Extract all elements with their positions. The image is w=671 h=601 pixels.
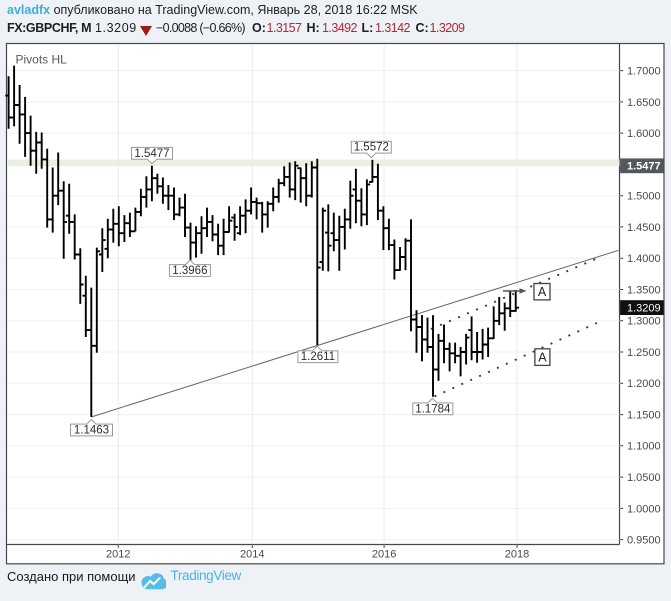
svg-text:1.1500: 1.1500 [627, 410, 661, 422]
svg-text:2016: 2016 [372, 549, 396, 561]
svg-text:1.1463: 1.1463 [74, 425, 109, 437]
svg-text:1.0500: 1.0500 [627, 472, 661, 484]
svg-text:1.5000: 1.5000 [627, 191, 661, 203]
svg-text:1.1784: 1.1784 [415, 403, 451, 415]
svg-text:2012: 2012 [106, 549, 130, 561]
svg-text:1.0000: 1.0000 [627, 503, 661, 515]
svg-text:1.5477: 1.5477 [627, 161, 661, 173]
svg-text:1.3966: 1.3966 [172, 265, 207, 277]
svg-text:1.4500: 1.4500 [627, 222, 661, 234]
svg-text:1.7000: 1.7000 [627, 66, 661, 78]
svg-text:1.2000: 1.2000 [627, 378, 661, 390]
svg-text:Pivots HL: Pivots HL [16, 53, 68, 67]
svg-text:1.1000: 1.1000 [627, 441, 661, 453]
svg-text:2018: 2018 [505, 549, 529, 561]
svg-text:1.4000: 1.4000 [627, 253, 661, 265]
svg-text:1.2500: 1.2500 [627, 347, 661, 359]
svg-text:1.3500: 1.3500 [627, 284, 661, 296]
svg-text:2014: 2014 [240, 549, 264, 561]
svg-text:1.5477: 1.5477 [134, 148, 169, 160]
svg-text:1.5572: 1.5572 [354, 142, 389, 154]
svg-text:1.3000: 1.3000 [627, 316, 661, 328]
svg-text:1.6000: 1.6000 [627, 128, 661, 140]
svg-text:1.3209: 1.3209 [627, 302, 661, 314]
svg-text:1.2611: 1.2611 [301, 351, 335, 363]
svg-text:0.9500: 0.9500 [627, 535, 661, 547]
svg-text:A: A [538, 285, 547, 299]
svg-text:A: A [538, 351, 547, 365]
svg-text:1.6500: 1.6500 [627, 97, 661, 109]
